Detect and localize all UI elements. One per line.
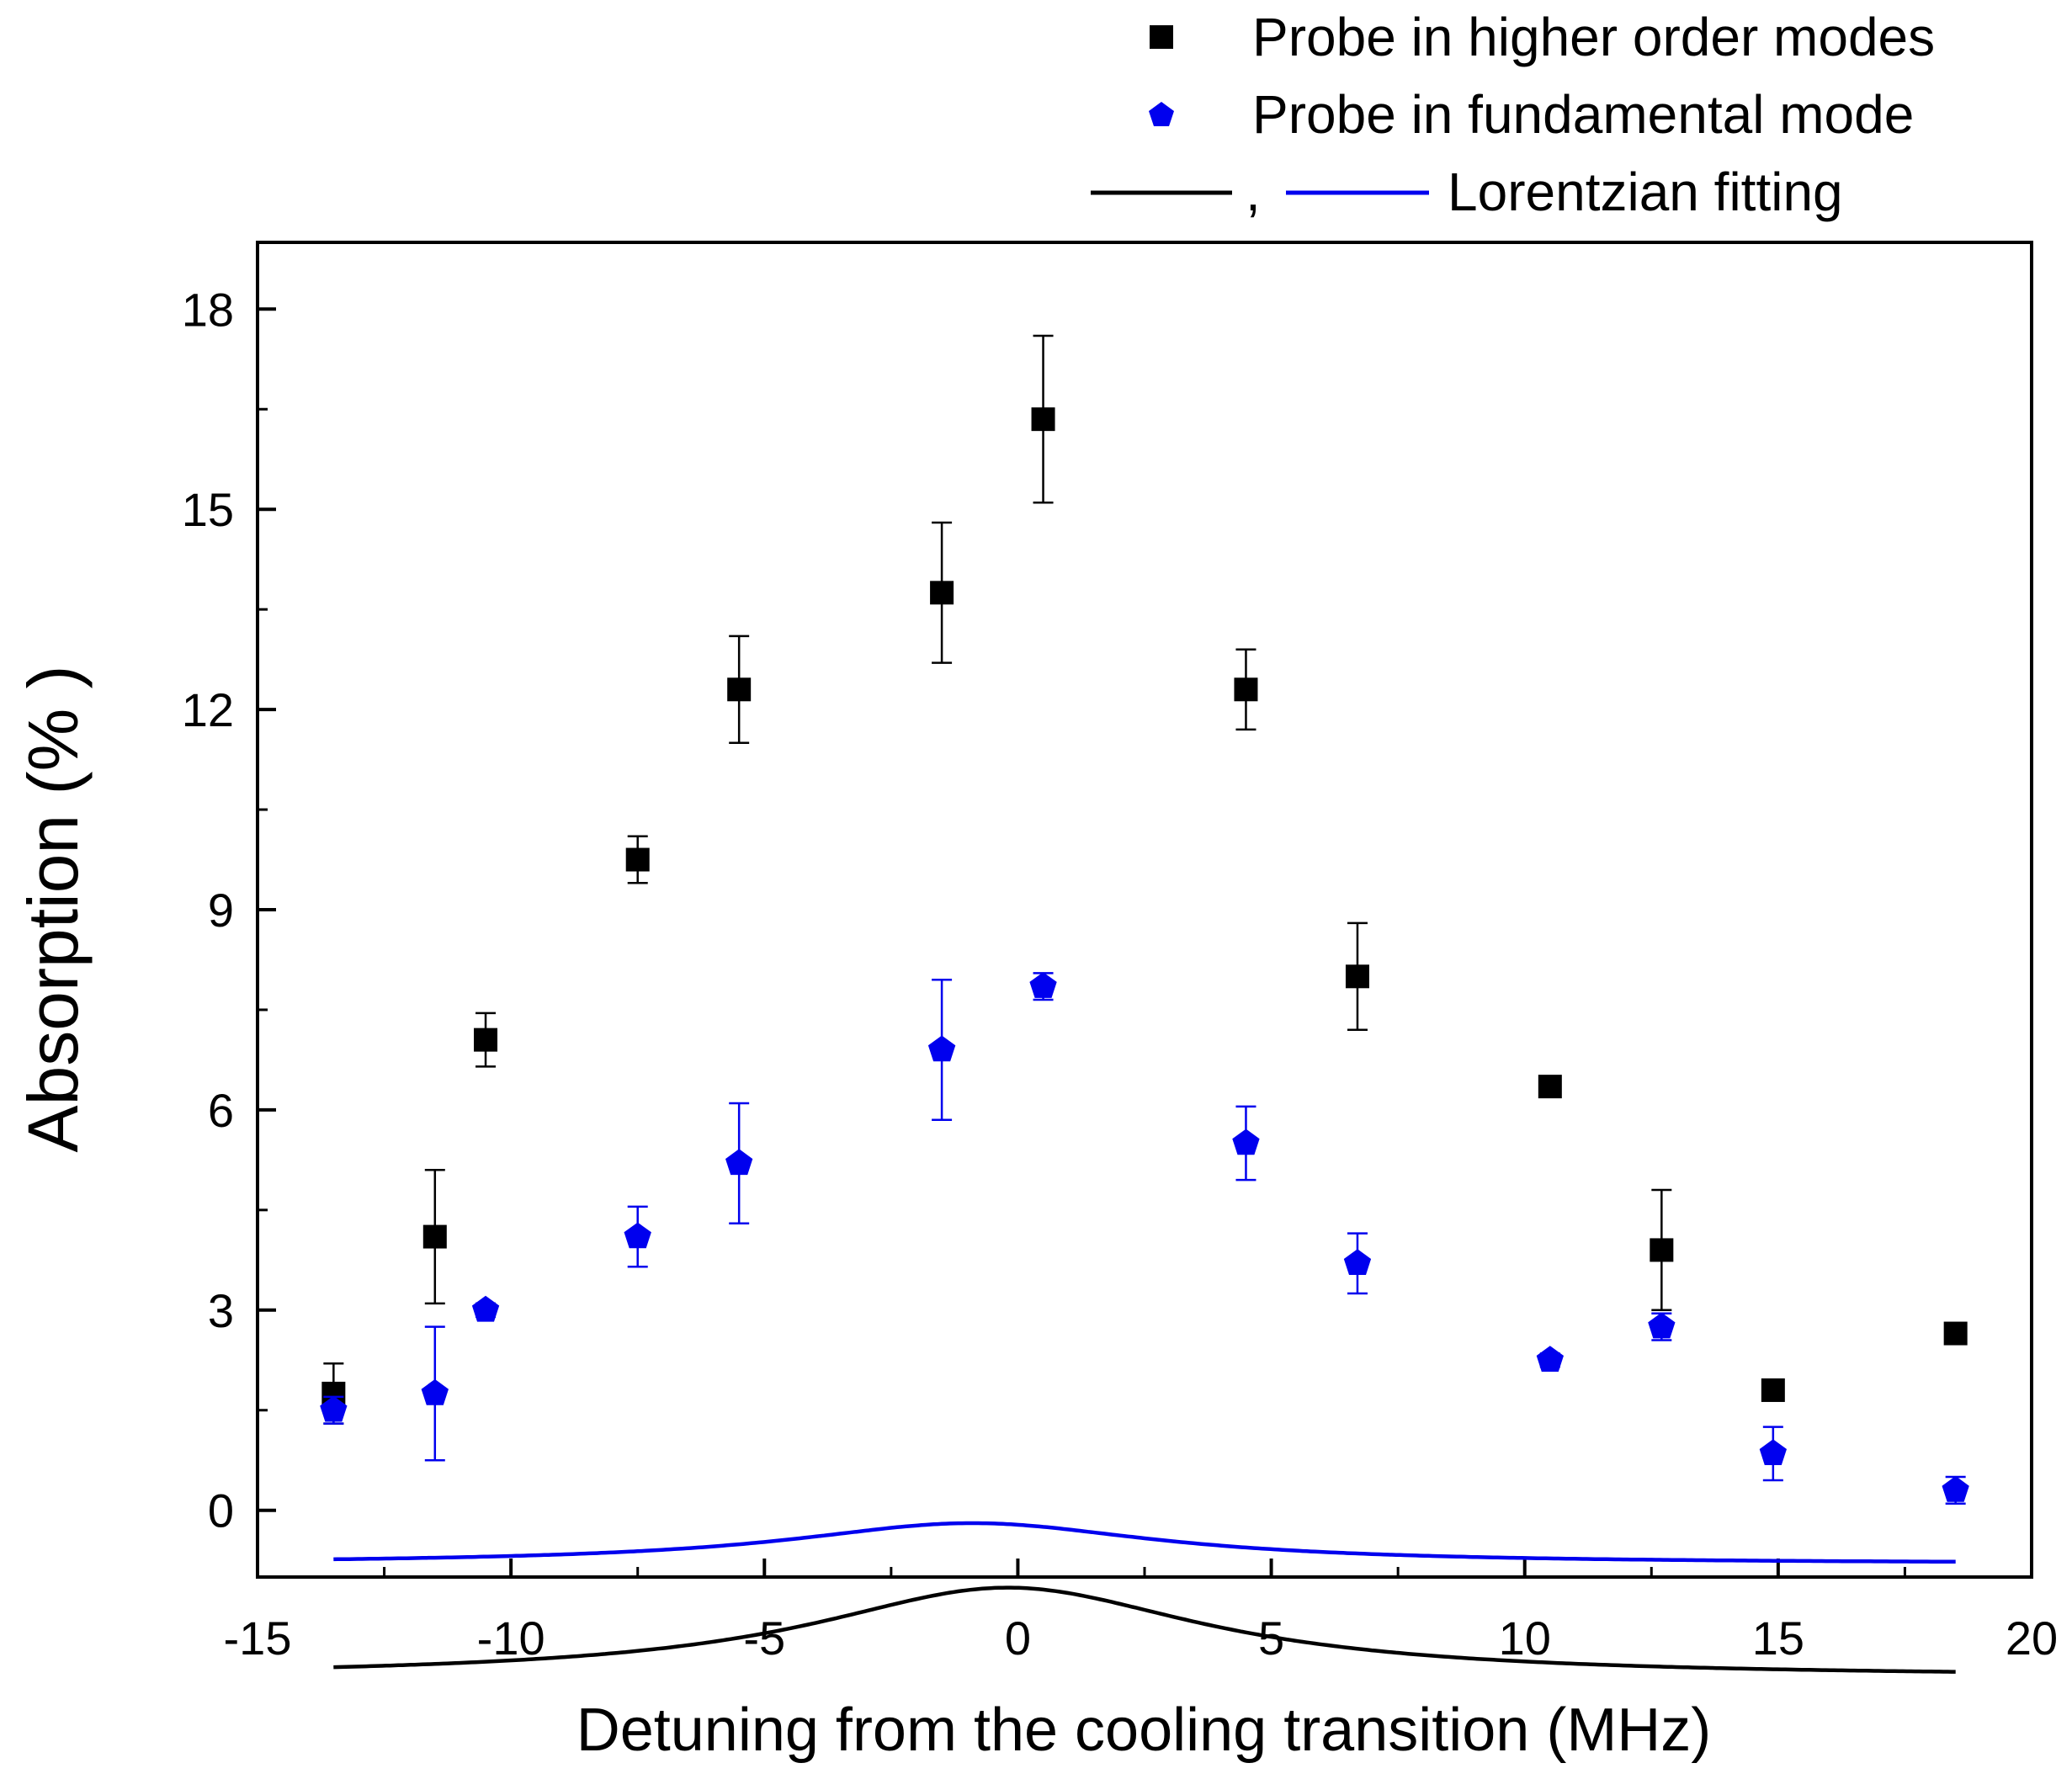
- y-tick-label: 3: [208, 1284, 234, 1337]
- data-point-pentagon: [1648, 1312, 1676, 1339]
- x-tick-label: 15: [1752, 1612, 1804, 1665]
- x-tick-label: 10: [1499, 1612, 1551, 1665]
- data-point-square: [1538, 1075, 1562, 1099]
- y-tick-label: 18: [182, 283, 234, 336]
- data-point-square: [1943, 1321, 1968, 1346]
- legend-label-fit: Lorentzian fitting: [1448, 162, 1843, 222]
- data-point-pentagon: [1759, 1439, 1787, 1465]
- data-point-pentagon: [1029, 972, 1057, 998]
- fit-curves: [333, 1521, 1956, 1674]
- data-point-pentagon: [421, 1378, 449, 1405]
- legend-comma: ,: [1246, 162, 1261, 222]
- legend: Probe in higher order modes Probe in fun…: [1091, 7, 1935, 222]
- data-series: [320, 334, 1969, 1506]
- data-point-pentagon: [320, 1395, 348, 1422]
- data-point-pentagon: [624, 1222, 651, 1249]
- x-axis-ticks: -15 -10 -5 0 5 10 15 20: [224, 1559, 2058, 1665]
- legend-label-higher-order: Probe in higher order modes: [1252, 7, 1935, 67]
- data-point-square: [1650, 1238, 1674, 1262]
- y-axis-ticks: 0 3 6 9 12 15 18: [182, 283, 276, 1537]
- y-axis-title: Absorption (% ): [13, 666, 93, 1153]
- data-point-pentagon: [1536, 1346, 1564, 1372]
- data-point-square: [625, 847, 650, 872]
- lorentzian-fit-fundamental: [333, 1521, 1956, 1564]
- lorentzian-fit-higher-order: [333, 1585, 1956, 1674]
- data-point-square: [474, 1028, 498, 1052]
- data-point-square: [1234, 677, 1258, 702]
- data-point-pentagon: [1942, 1475, 1969, 1502]
- data-point-pentagon: [1343, 1249, 1372, 1275]
- series-fundamental: [320, 972, 1969, 1506]
- data-point-pentagon: [1232, 1128, 1260, 1155]
- data-point-square: [727, 677, 752, 702]
- data-point-pentagon: [725, 1149, 753, 1176]
- data-point-pentagon: [927, 1035, 956, 1062]
- x-axis-title: Detuning from the cooling transition (MH…: [576, 1697, 1712, 1764]
- y-tick-label: 15: [182, 483, 234, 536]
- y-tick-label: 9: [208, 884, 234, 937]
- plot-frame: [256, 241, 2033, 1579]
- series-higher-order: [321, 334, 1968, 1425]
- data-point-square: [1761, 1378, 1785, 1402]
- data-point-pentagon: [471, 1295, 500, 1322]
- data-point-square: [1345, 964, 1369, 989]
- data-point-square: [422, 1224, 447, 1249]
- x-tick-label: 20: [2006, 1612, 2058, 1665]
- x-tick-label: -10: [477, 1612, 545, 1665]
- data-point-square: [1031, 407, 1055, 432]
- legend-marker-fundamental: [1149, 102, 1174, 126]
- data-point-square: [930, 581, 954, 605]
- y-tick-label: 0: [208, 1484, 234, 1537]
- x-tick-label: -5: [743, 1612, 785, 1665]
- y-tick-label: 6: [208, 1084, 234, 1137]
- x-tick-label: 0: [1005, 1612, 1031, 1665]
- y-tick-label: 12: [182, 683, 234, 736]
- legend-marker-higher-order: [1150, 25, 1173, 49]
- x-tick-label: -15: [224, 1612, 292, 1665]
- legend-label-fundamental: Probe in fundamental mode: [1252, 84, 1914, 145]
